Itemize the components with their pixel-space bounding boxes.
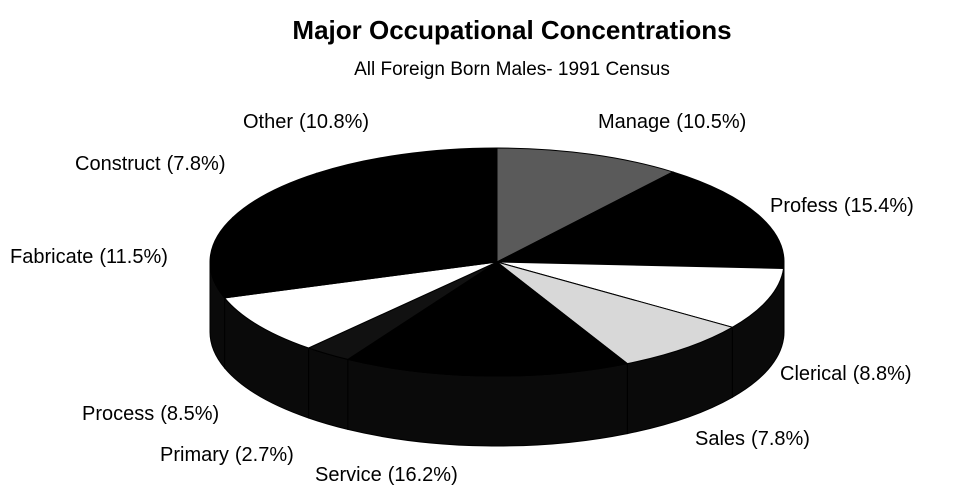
slice-label: Clerical (8.8%) (780, 363, 912, 385)
slice-category: Primary (160, 444, 229, 466)
slice-value: (8.8%) (853, 363, 912, 385)
slice-category: Manage (598, 111, 670, 133)
pie-slice (231, 172, 498, 263)
pie-slice (346, 261, 629, 377)
pie-slice (315, 147, 498, 263)
slice-category: Other (243, 111, 293, 133)
slice-category: Fabricate (10, 246, 93, 268)
slice-label: Fabricate (11.5%) (10, 246, 168, 268)
pie-slice (496, 147, 675, 263)
slice-category: Sales (695, 428, 745, 450)
slice-category: Clerical (780, 363, 847, 385)
slice-value: (10.5%) (676, 111, 746, 133)
pie-slice (209, 216, 498, 299)
chart-title: Major Occupational Concentrations (292, 15, 731, 45)
slice-category: Process (82, 403, 154, 425)
chart-subtitle: All Foreign Born Males- 1991 Census (354, 59, 670, 80)
slice-value: (7.8%) (751, 428, 810, 450)
pie-slice (223, 261, 498, 349)
pie-slice (496, 261, 734, 365)
slice-label: Primary (2.7%) (160, 444, 294, 466)
slice-value: (8.5%) (160, 403, 219, 425)
slice-label: Manage (10.5%) (598, 111, 746, 133)
slice-value: (11.5%) (99, 246, 168, 268)
slice-label: Other (10.8%) (243, 111, 369, 133)
slice-label: Construct (7.8%) (75, 153, 226, 175)
slice-value: (15.4%) (844, 195, 914, 217)
slice-category: Profess (770, 195, 838, 217)
slice-value: (2.7%) (235, 444, 294, 466)
pie-side (308, 347, 349, 431)
pie-slice (496, 171, 785, 269)
slice-value: (10.8%) (299, 111, 369, 133)
slice-label: Service (16.2%) (315, 464, 458, 486)
slice-value: (7.8%) (167, 153, 226, 175)
slice-category: Service (315, 464, 382, 486)
pie-slice (496, 261, 785, 328)
slice-label: Sales (7.8%) (695, 428, 810, 450)
slice-category: Construct (75, 153, 161, 175)
slice-value: (16.2%) (388, 464, 458, 486)
slice-label: Process (8.5%) (82, 403, 219, 425)
slice-label: Profess (15.4%) (770, 195, 914, 217)
